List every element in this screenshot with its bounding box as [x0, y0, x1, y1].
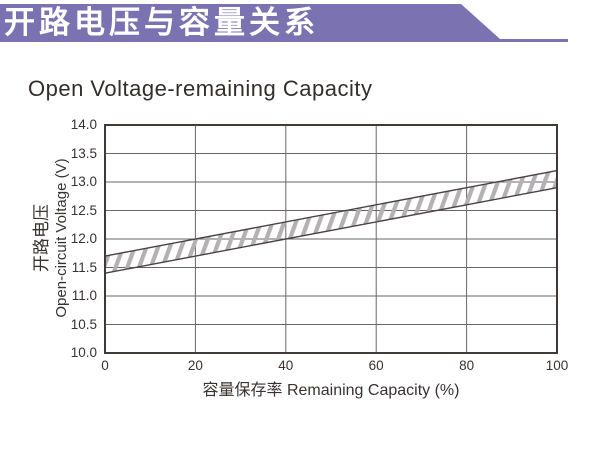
x-tick-label: 60 — [368, 358, 384, 373]
voltage-band — [104, 169, 558, 274]
y-tick-label: 13.0 — [70, 174, 97, 189]
y-tick-label: 12.0 — [70, 231, 97, 246]
banner-title: 开路电压与容量关系 — [4, 5, 319, 40]
y-axis-title-chinese: 开路电压 — [32, 204, 51, 272]
x-tick-label: 100 — [545, 358, 569, 373]
y-axis-title-english: Open-circuit Voltage (V) — [53, 158, 70, 318]
y-tick-label: 10.5 — [70, 316, 97, 332]
y-tick-label: 10.0 — [70, 345, 97, 360]
x-tick-label: 0 — [101, 358, 109, 373]
y-tick-label: 11.5 — [71, 259, 97, 275]
x-axis-title: 容量保存率 Remaining Capacity (%) — [202, 382, 460, 399]
y-tick-label: 13.5 — [70, 145, 97, 161]
grid-lines — [105, 125, 557, 353]
chart-title: Open Voltage-remaining Capacity — [28, 76, 373, 101]
banner-ribbon — [0, 4, 568, 42]
y-axis-title: 开路电压 Open-circuit Voltage (V) — [31, 158, 71, 317]
y-tick-label: 11.0 — [71, 288, 97, 303]
y-tick-label: 14.0 — [70, 117, 97, 132]
y-tick-label: 12.5 — [70, 202, 97, 218]
banner-shape — [0, 4, 568, 42]
x-tick-label: 20 — [187, 358, 203, 373]
plot-border — [104, 124, 558, 354]
x-tick-label: 80 — [459, 358, 475, 373]
x-tick-label: 40 — [278, 358, 294, 373]
